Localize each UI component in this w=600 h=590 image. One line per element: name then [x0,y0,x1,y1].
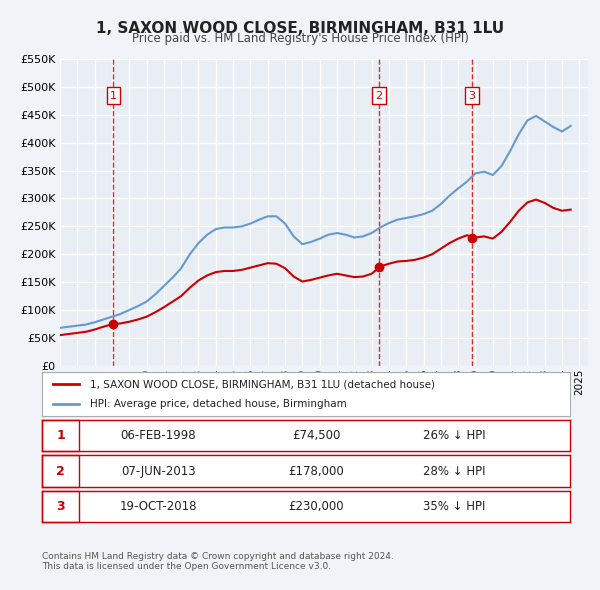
Text: 26% ↓ HPI: 26% ↓ HPI [422,429,485,442]
Text: 2: 2 [56,464,65,478]
Text: 1: 1 [110,91,117,101]
Text: 35% ↓ HPI: 35% ↓ HPI [422,500,485,513]
Text: £178,000: £178,000 [289,464,344,478]
Text: 1, SAXON WOOD CLOSE, BIRMINGHAM, B31 1LU: 1, SAXON WOOD CLOSE, BIRMINGHAM, B31 1LU [96,21,504,35]
Text: Price paid vs. HM Land Registry's House Price Index (HPI): Price paid vs. HM Land Registry's House … [131,32,469,45]
Text: £230,000: £230,000 [289,500,344,513]
FancyBboxPatch shape [42,491,79,522]
Text: Contains HM Land Registry data © Crown copyright and database right 2024.
This d: Contains HM Land Registry data © Crown c… [42,552,394,571]
Text: 3: 3 [469,91,476,101]
Text: 3: 3 [56,500,65,513]
Text: 07-JUN-2013: 07-JUN-2013 [121,464,196,478]
Text: 1, SAXON WOOD CLOSE, BIRMINGHAM, B31 1LU (detached house): 1, SAXON WOOD CLOSE, BIRMINGHAM, B31 1LU… [89,379,434,389]
Text: 06-FEB-1998: 06-FEB-1998 [121,429,196,442]
FancyBboxPatch shape [42,455,79,487]
Text: 28% ↓ HPI: 28% ↓ HPI [422,464,485,478]
FancyBboxPatch shape [42,420,79,451]
Text: 1: 1 [56,429,65,442]
Text: 19-OCT-2018: 19-OCT-2018 [119,500,197,513]
Text: £74,500: £74,500 [292,429,341,442]
Text: HPI: Average price, detached house, Birmingham: HPI: Average price, detached house, Birm… [89,399,346,408]
Text: 2: 2 [376,91,383,101]
